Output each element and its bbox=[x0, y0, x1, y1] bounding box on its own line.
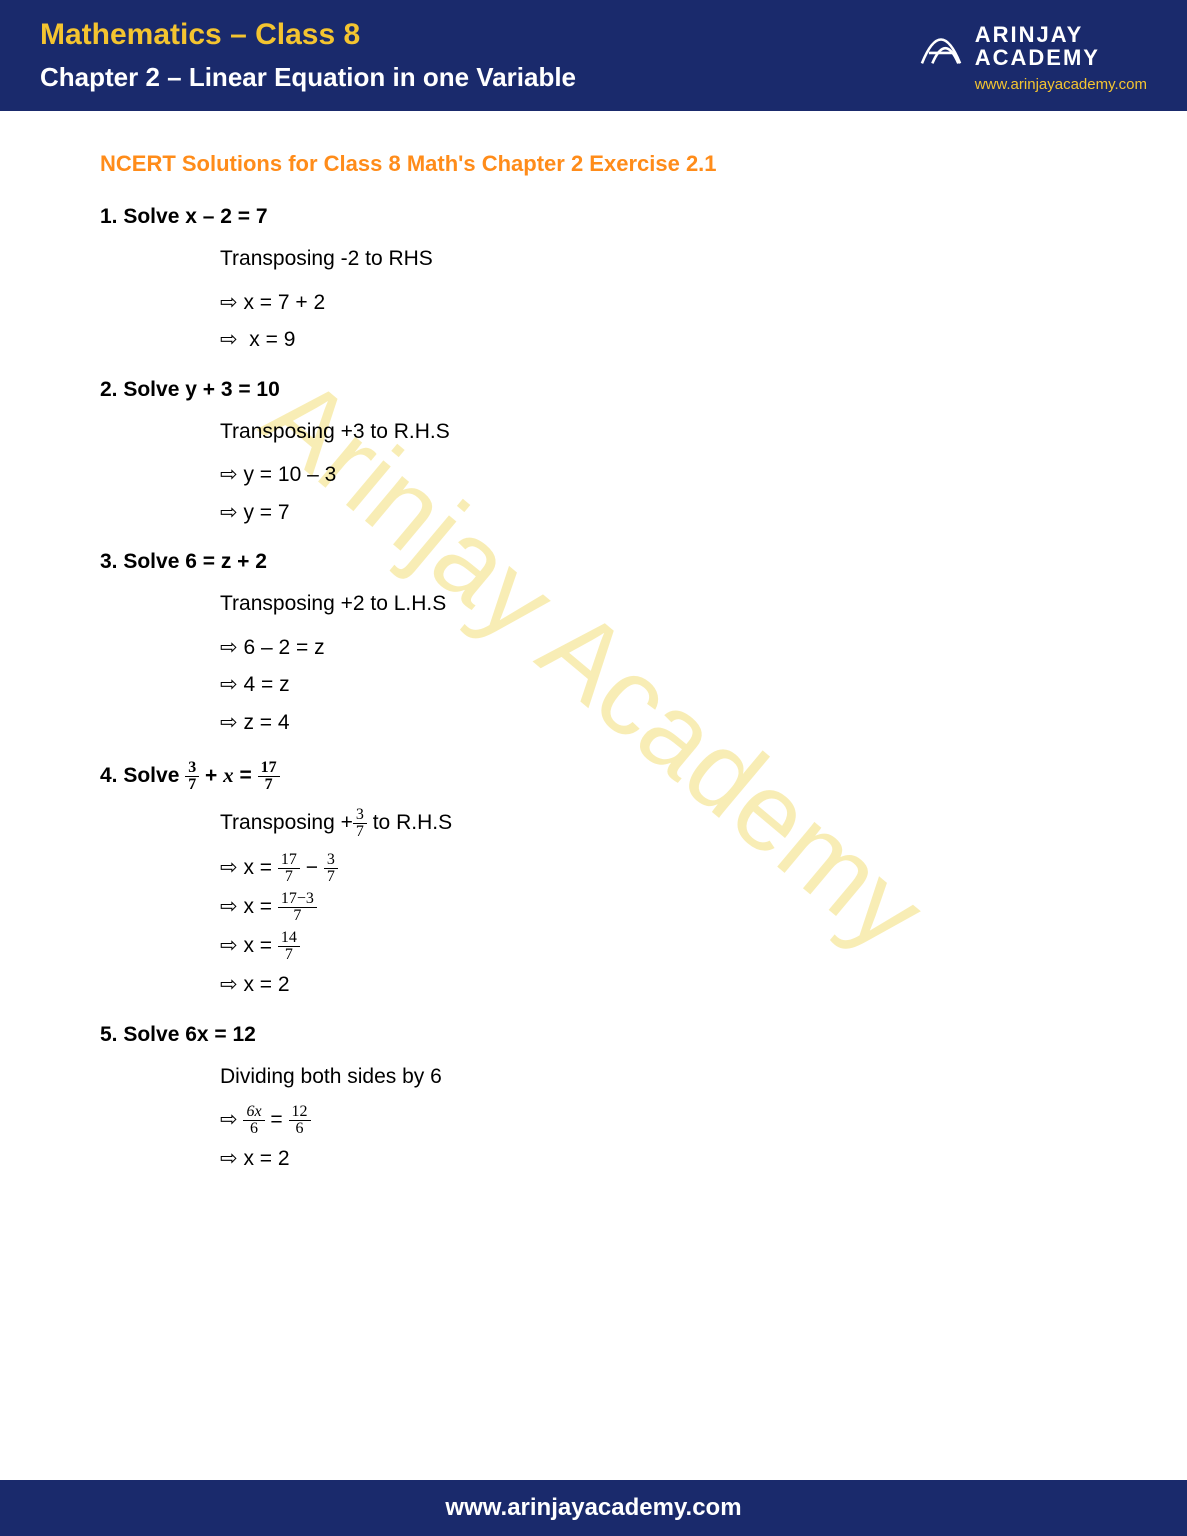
problem-4: 4. Solve 37 + x = 177 Transposing +37 to… bbox=[100, 760, 1087, 1001]
problem-1: 1. Solve x – 2 = 7 Transposing -2 to RHS… bbox=[100, 205, 1087, 356]
problem-4-question: 4. Solve 37 + x = 177 bbox=[100, 760, 1087, 793]
q4-frac2: 177 bbox=[258, 760, 280, 793]
brand-url: www.arinjayacademy.com bbox=[975, 76, 1147, 93]
s2-pre: x = bbox=[243, 895, 277, 918]
brand-row: ARINJAY ACADEMY bbox=[915, 20, 1147, 72]
problem-1-step-2: ⇨ x = 9 bbox=[220, 324, 1087, 356]
arrow-icon: ⇨ bbox=[220, 711, 238, 734]
q4-eq: = bbox=[234, 764, 258, 787]
content-area: Arinjay Academy NCERT Solutions for Clas… bbox=[0, 111, 1187, 1217]
section-title: NCERT Solutions for Class 8 Math's Chapt… bbox=[100, 151, 1087, 177]
p5-s2: x = 2 bbox=[243, 1147, 289, 1170]
problem-5-step-2: ⇨ x = 2 bbox=[220, 1143, 1087, 1175]
problem-3-step-2: ⇨ 4 = z bbox=[220, 669, 1087, 701]
arrow-icon: ⇨ bbox=[220, 328, 238, 351]
arrow-icon: ⇨ bbox=[220, 463, 238, 486]
step-text: x = 7 + 2 bbox=[243, 291, 325, 314]
brand-block: ARINJAY ACADEMY www.arinjayacademy.com bbox=[915, 20, 1147, 93]
problem-5-step-1: ⇨ 6x6 = 126 bbox=[220, 1104, 1087, 1137]
s2-f: 17−37 bbox=[278, 891, 317, 924]
footer-url: www.arinjayacademy.com bbox=[0, 1494, 1187, 1522]
problem-2: 2. Solve y + 3 = 10 Transposing +3 to R.… bbox=[100, 378, 1087, 529]
problem-5-question: 5. Solve 6x = 12 bbox=[100, 1023, 1087, 1047]
problem-4-explain: Transposing +37 to R.H.S bbox=[220, 807, 1087, 840]
s1-pre: x = bbox=[243, 856, 277, 879]
brand-line2: ACADEMY bbox=[975, 46, 1100, 69]
page-footer: www.arinjayacademy.com bbox=[0, 1480, 1187, 1536]
q4-var: x bbox=[223, 763, 234, 787]
arrow-icon: ⇨ bbox=[220, 501, 238, 524]
s4: x = 2 bbox=[243, 973, 289, 996]
problem-1-question: 1. Solve x – 2 = 7 bbox=[100, 205, 1087, 229]
arrow-icon: ⇨ bbox=[220, 1147, 238, 1170]
problem-3: 3. Solve 6 = z + 2 Transposing +2 to L.H… bbox=[100, 550, 1087, 738]
page-header: Mathematics – Class 8 Chapter 2 – Linear… bbox=[0, 0, 1187, 111]
p5-s1-f1: 6x6 bbox=[243, 1104, 264, 1137]
problem-4-step-4: ⇨ x = 2 bbox=[220, 969, 1087, 1001]
p5-s1-f2: 126 bbox=[289, 1104, 311, 1137]
p4-expl-pre: Transposing + bbox=[220, 811, 353, 834]
p4-expl-post: to R.H.S bbox=[367, 811, 452, 834]
arrow-icon: ⇨ bbox=[220, 895, 238, 918]
problem-2-question: 2. Solve y + 3 = 10 bbox=[100, 378, 1087, 402]
step-text: y = 10 – 3 bbox=[243, 463, 336, 486]
step-text: 6 – 2 = z bbox=[243, 636, 324, 659]
q4-prefix: 4. Solve bbox=[100, 764, 185, 787]
problem-5: 5. Solve 6x = 12 Dividing both sides by … bbox=[100, 1023, 1087, 1175]
p4-expl-frac: 37 bbox=[353, 807, 367, 840]
problem-3-question: 3. Solve 6 = z + 2 bbox=[100, 550, 1087, 574]
arrow-icon: ⇨ bbox=[220, 856, 238, 879]
arrow-icon: ⇨ bbox=[220, 636, 238, 659]
problem-2-explain: Transposing +3 to R.H.S bbox=[220, 416, 1087, 448]
problem-2-step-1: ⇨ y = 10 – 3 bbox=[220, 459, 1087, 491]
problem-1-step-1: ⇨ x = 7 + 2 bbox=[220, 287, 1087, 319]
problem-1-explain: Transposing -2 to RHS bbox=[220, 243, 1087, 275]
step-text: x = 9 bbox=[243, 328, 295, 351]
brand-text: ARINJAY ACADEMY bbox=[975, 23, 1100, 69]
arrow-icon: ⇨ bbox=[220, 1108, 238, 1131]
problem-4-step-1: ⇨ x = 177 − 37 bbox=[220, 852, 1087, 885]
problem-5-explain: Dividing both sides by 6 bbox=[220, 1061, 1087, 1093]
brand-logo-icon bbox=[915, 20, 967, 72]
arrow-icon: ⇨ bbox=[220, 291, 238, 314]
step-text: 4 = z bbox=[243, 673, 289, 696]
arrow-icon: ⇨ bbox=[220, 934, 238, 957]
problem-2-step-2: ⇨ y = 7 bbox=[220, 497, 1087, 529]
step-text: y = 7 bbox=[243, 501, 289, 524]
q4-frac1: 37 bbox=[185, 760, 199, 793]
s3-f: 147 bbox=[278, 930, 300, 963]
problem-3-explain: Transposing +2 to L.H.S bbox=[220, 588, 1087, 620]
problem-4-step-3: ⇨ x = 147 bbox=[220, 930, 1087, 963]
content-inner: NCERT Solutions for Class 8 Math's Chapt… bbox=[100, 151, 1087, 1175]
problem-4-step-2: ⇨ x = 17−37 bbox=[220, 891, 1087, 924]
problem-3-step-3: ⇨ z = 4 bbox=[220, 707, 1087, 739]
brand-line1: ARINJAY bbox=[975, 23, 1100, 46]
step-text: z = 4 bbox=[243, 711, 289, 734]
s1-f2: 37 bbox=[324, 852, 338, 885]
arrow-icon: ⇨ bbox=[220, 973, 238, 996]
p5-s1-mid: = bbox=[265, 1108, 289, 1131]
arrow-icon: ⇨ bbox=[220, 673, 238, 696]
s1-mid: − bbox=[300, 856, 324, 879]
s1-f1: 177 bbox=[278, 852, 300, 885]
q4-mid: + bbox=[199, 764, 223, 787]
problem-3-step-1: ⇨ 6 – 2 = z bbox=[220, 632, 1087, 664]
s3-pre: x = bbox=[243, 934, 277, 957]
